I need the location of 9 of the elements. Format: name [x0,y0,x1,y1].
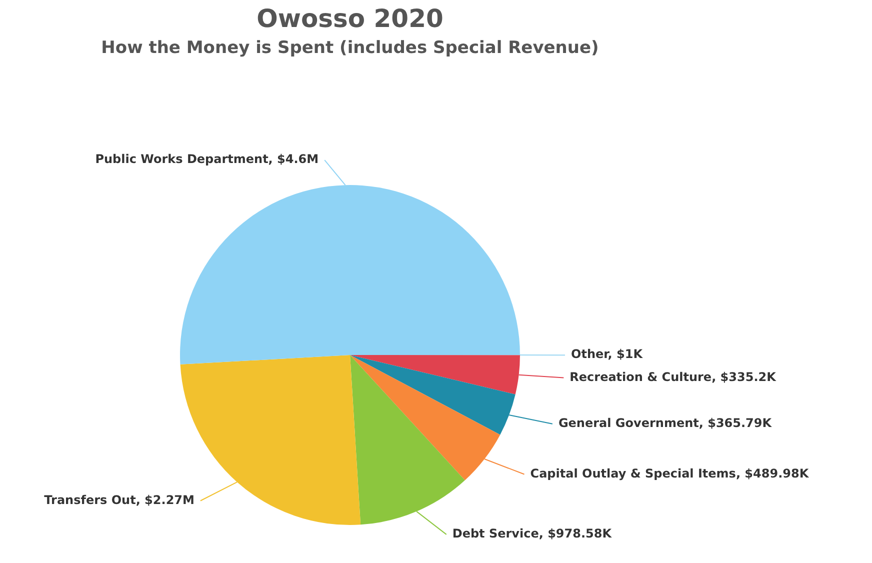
slice-label: Debt Service, $978.58K [452,526,612,541]
chart-title: Owosso 2020 [256,4,444,33]
slice-label: Capital Outlay & Special Items, $489.98K [530,466,810,480]
slice-label: Transfers Out, $2.27M [44,492,194,507]
slice-label: Recreation & Culture, $335.2K [570,370,777,384]
slice-label: Other, $1K [571,347,644,362]
slice-label: Public Works Department, $4.6M [95,152,319,166]
chart-subtitle: How the Money is Spent (includes Special Revenue) [100,38,600,58]
slice-label: General Government, $365.79K [558,416,772,430]
